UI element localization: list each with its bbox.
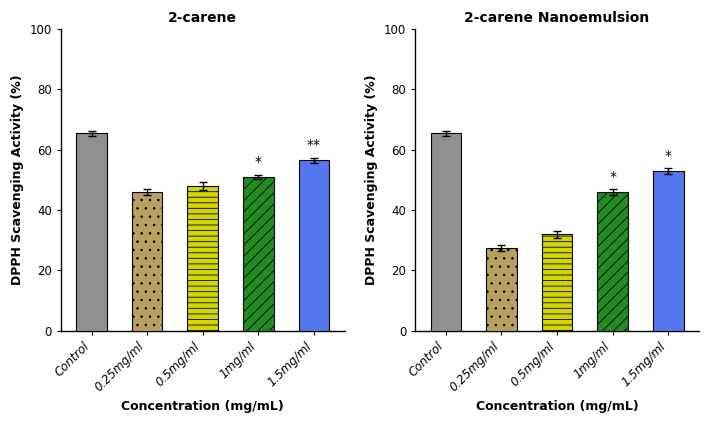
Title: 2-carene Nanoemulsion: 2-carene Nanoemulsion [464,11,650,25]
Bar [430,133,461,331]
Bar [76,133,106,331]
Bar [187,186,218,331]
Bar [299,160,329,331]
X-axis label: Concentration (mg/mL): Concentration (mg/mL) [121,400,284,413]
Bar [597,192,628,331]
Text: *: * [609,170,616,184]
Bar [132,192,163,331]
Bar [243,177,273,331]
X-axis label: Concentration (mg/mL): Concentration (mg/mL) [476,400,638,413]
Y-axis label: DPPH Scavenging Activity (%): DPPH Scavenging Activity (%) [11,75,24,285]
Bar [486,248,517,331]
Bar [542,234,572,331]
Text: *: * [255,155,262,169]
Title: 2-carene: 2-carene [168,11,237,25]
Text: **: ** [307,138,321,152]
Text: *: * [665,149,672,163]
Bar [653,171,684,331]
Y-axis label: DPPH Scavenging Activity (%): DPPH Scavenging Activity (%) [366,75,378,285]
